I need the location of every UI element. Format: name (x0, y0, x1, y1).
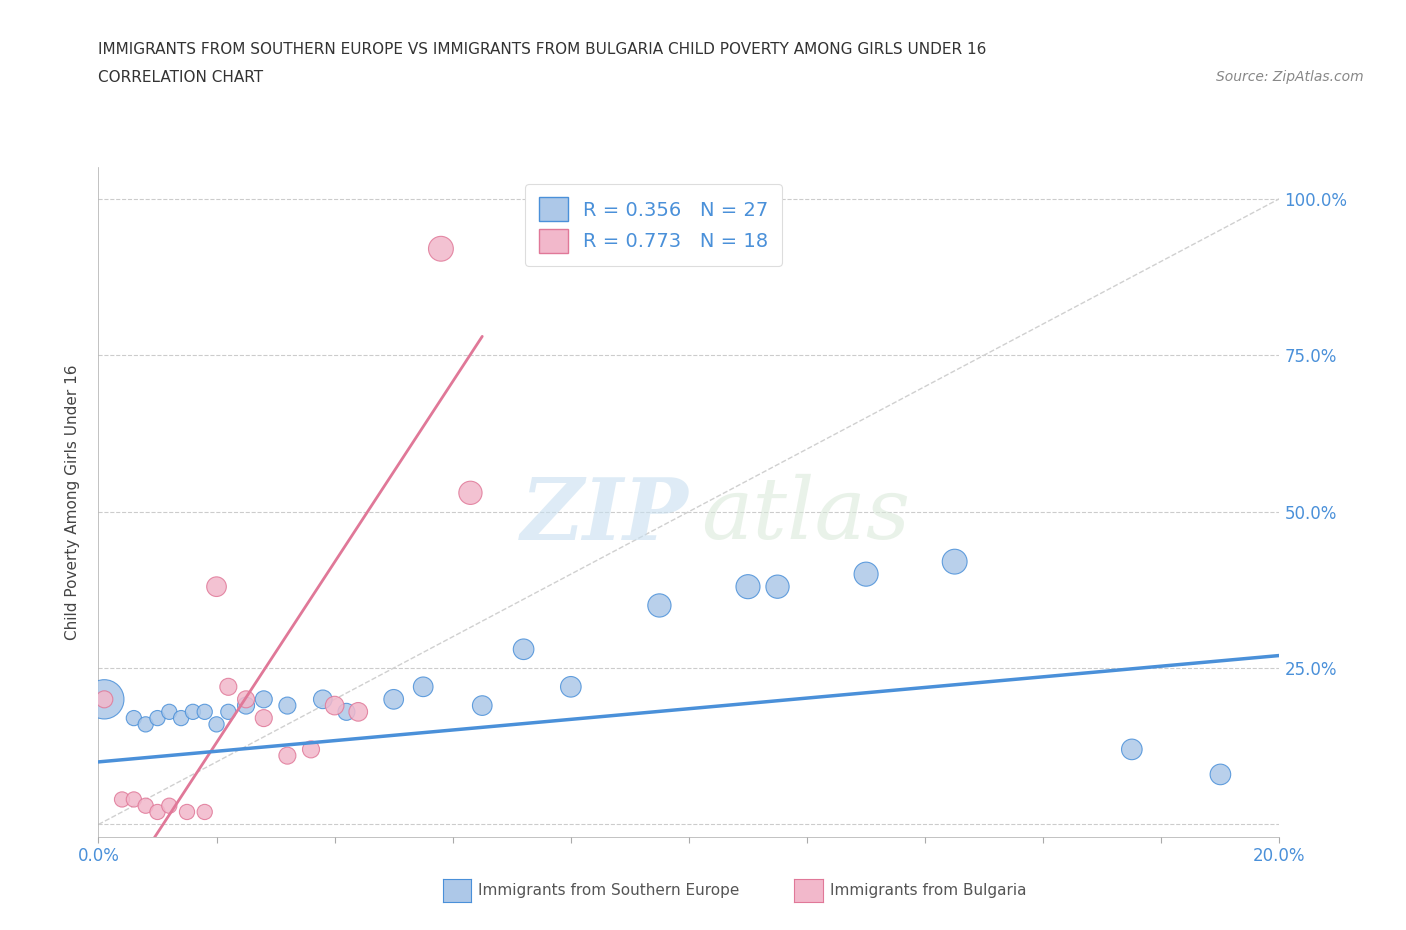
Point (157, 704, 180, 719)
Point (276, 749, 298, 764)
Point (382, 692, 405, 707)
Point (412, 680, 434, 695)
Point (146, 804, 169, 819)
Point (181, 704, 204, 719)
Point (217, 680, 239, 695)
Point (1121, 742, 1143, 757)
Point (312, 692, 335, 707)
Point (111, 792, 134, 807)
Point (512, 642, 534, 657)
Point (943, 554, 966, 569)
Point (855, 566, 877, 581)
Point (323, 698, 346, 713)
Point (1209, 767, 1232, 782)
Point (235, 692, 257, 707)
Point (430, 241, 453, 256)
Point (648, 598, 671, 613)
Point (122, 792, 145, 807)
Point (170, 711, 193, 725)
Point (122, 711, 145, 725)
Point (205, 717, 228, 732)
Text: atlas: atlas (700, 474, 910, 557)
Point (253, 711, 276, 725)
Point (93, 692, 115, 707)
Point (135, 798, 157, 813)
Point (471, 698, 494, 713)
Point (560, 680, 582, 695)
Point (766, 579, 789, 594)
Point (335, 704, 357, 719)
Point (194, 704, 217, 719)
Point (347, 704, 370, 719)
Point (737, 579, 759, 594)
Point (460, 485, 482, 500)
Point (217, 704, 239, 719)
Y-axis label: Child Poverty Among Girls Under 16: Child Poverty Among Girls Under 16 (65, 365, 80, 640)
Point (146, 711, 169, 725)
Point (93, 692, 115, 707)
Text: ZIP: ZIP (522, 474, 689, 557)
Point (194, 804, 217, 819)
Point (276, 698, 298, 713)
Text: Immigrants from Bulgaria: Immigrants from Bulgaria (830, 884, 1026, 898)
Text: CORRELATION CHART: CORRELATION CHART (98, 70, 263, 85)
Point (176, 804, 198, 819)
Text: Source: ZipAtlas.com: Source: ZipAtlas.com (1216, 70, 1364, 84)
Point (157, 798, 180, 813)
Text: IMMIGRANTS FROM SOUTHERN EUROPE VS IMMIGRANTS FROM BULGARIA CHILD POVERTY AMONG : IMMIGRANTS FROM SOUTHERN EUROPE VS IMMIG… (98, 42, 987, 57)
Point (299, 742, 322, 757)
Legend: R = 0.356   N = 27, R = 0.773   N = 18: R = 0.356 N = 27, R = 0.773 N = 18 (524, 184, 782, 266)
Point (205, 579, 228, 594)
Point (253, 692, 276, 707)
Point (135, 717, 157, 732)
Text: Immigrants from Southern Europe: Immigrants from Southern Europe (478, 884, 740, 898)
Point (235, 698, 257, 713)
